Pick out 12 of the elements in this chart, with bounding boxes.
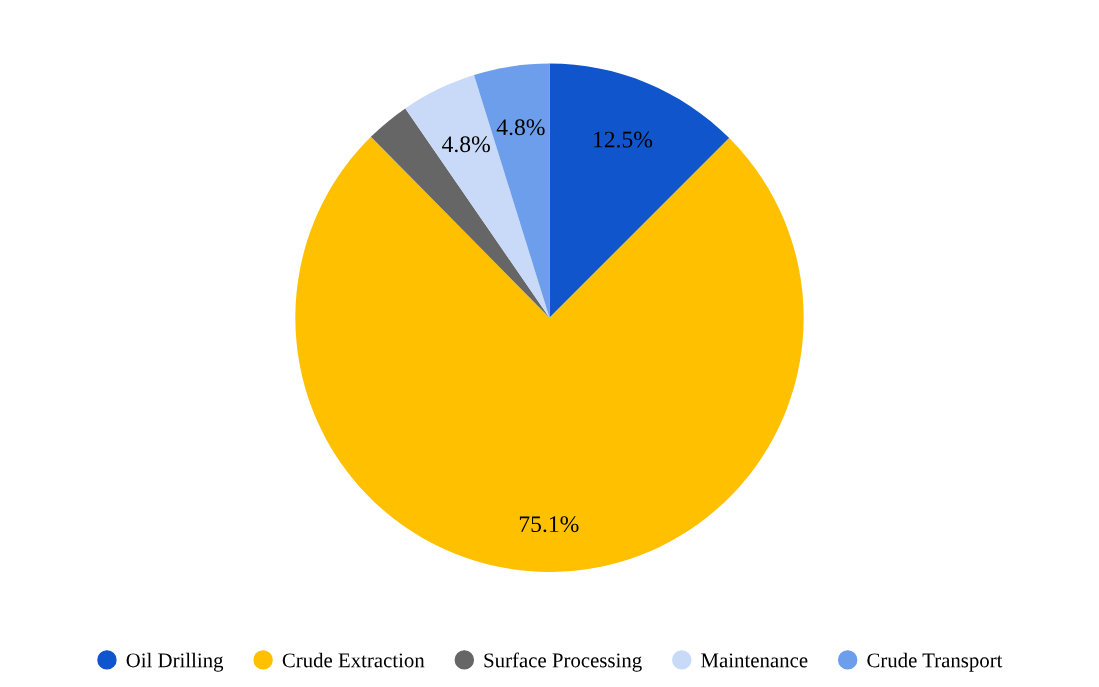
data-label: 4.8% (496, 119, 545, 136)
pie-slice (370, 108, 550, 318)
legend-label: Oil Drilling (126, 652, 224, 672)
legend-label: Crude Transport (867, 652, 1003, 672)
legend-label: Surface Processing (484, 652, 642, 672)
pie-slice (549, 63, 730, 318)
data-label: 12.5% (594, 131, 653, 148)
data-label: 4.8% (442, 136, 490, 153)
data-label: 75.1% (519, 516, 579, 533)
legend-label: Crude Extraction (282, 652, 425, 668)
legend-label: Maintenance (701, 653, 808, 668)
pie-slice (405, 75, 550, 318)
